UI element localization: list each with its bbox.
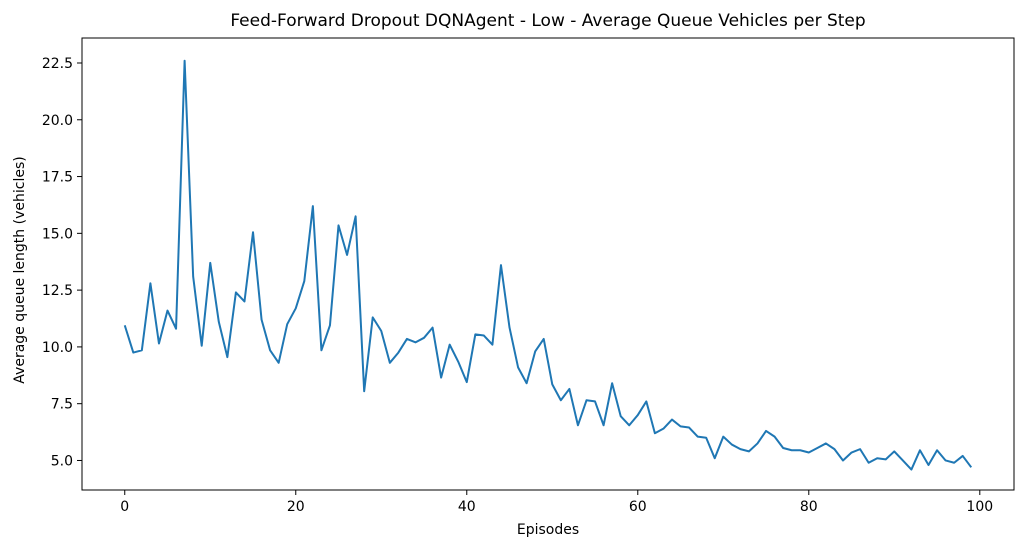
series-line — [123, 59, 973, 471]
x-axis-label: Episodes — [517, 522, 579, 538]
y-tick-label: 15.0 — [42, 226, 73, 242]
chart-title: Feed-Forward Dropout DQNAgent - Low - Av… — [230, 11, 865, 31]
x-tick-label: 20 — [287, 499, 305, 515]
y-tick-label: 5.0 — [51, 453, 73, 469]
y-tick-label: 12.5 — [42, 283, 73, 299]
x-tick-label: 60 — [629, 499, 647, 515]
x-tick-label: 40 — [458, 499, 476, 515]
x-tick-label: 0 — [120, 499, 129, 515]
y-axis-label: Average queue length (vehicles) — [12, 156, 28, 383]
y-tick-label: 17.5 — [42, 170, 73, 186]
y-axis: 5.0 7.5 10.0 12.5 15.0 17.5 20.0 22.5 — [42, 56, 82, 469]
y-tick-label: 7.5 — [51, 397, 73, 413]
y-tick-label: 10.0 — [42, 340, 73, 356]
x-tick-label: 80 — [800, 499, 818, 515]
x-axis: 0 20 40 60 80 100 — [120, 490, 993, 515]
y-tick-label: 22.5 — [42, 56, 73, 72]
x-tick-label: 100 — [966, 499, 993, 515]
plot-frame — [81, 37, 1015, 491]
y-tick-label: 20.0 — [42, 113, 73, 129]
